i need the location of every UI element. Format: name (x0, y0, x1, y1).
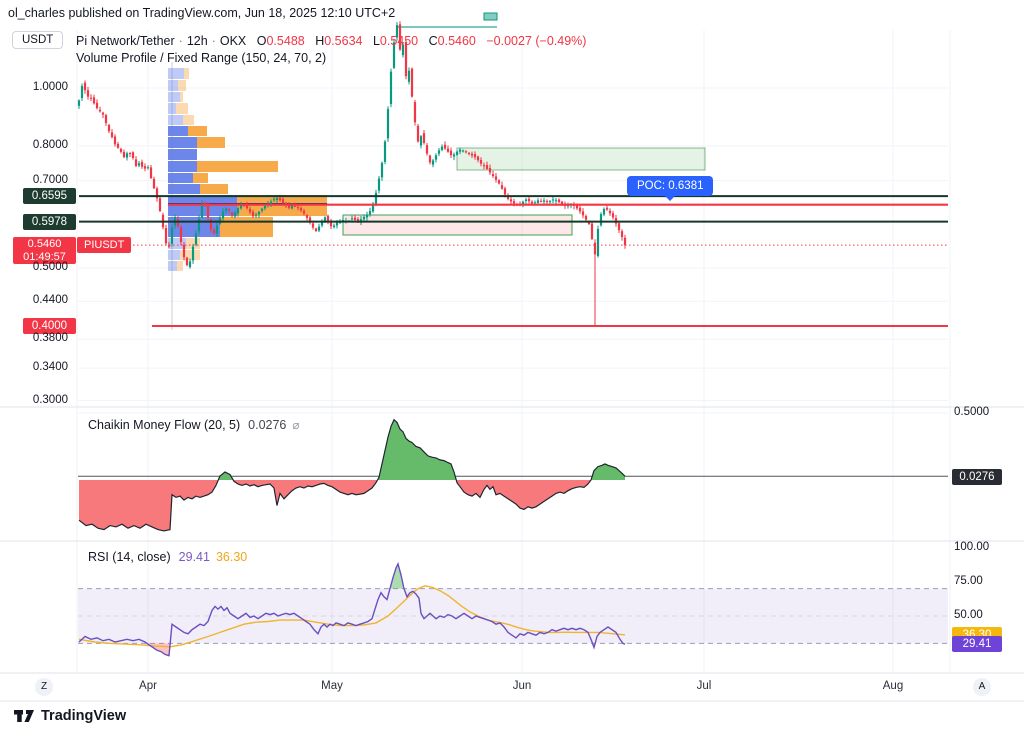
time-axis-month-label: May (321, 680, 343, 692)
low-label: L (372, 34, 380, 48)
rsi-value-badge: 29.41 (952, 636, 1002, 653)
change-value: −0.0027 (−0.49%) (486, 34, 587, 48)
spike-high-mark (483, 12, 498, 21)
rsi-scale-tick: 100.00 (954, 540, 990, 553)
close-label: C (428, 34, 438, 48)
open-label: O (256, 34, 267, 48)
currency-toggle-button[interactable]: USDT (12, 31, 64, 49)
interval-label: 12h (186, 34, 208, 48)
time-axis-month-label: Apr (139, 680, 157, 692)
low-value: 0.5450 (379, 34, 419, 48)
price-tick-label: 0.8000 (32, 138, 68, 151)
timeline-right-button[interactable]: A (973, 678, 991, 696)
support-price-badge: 0.5978 (23, 213, 76, 230)
candle-countdown: 01:49:57 (23, 251, 66, 264)
last-price-value: 0.5460 (27, 238, 62, 251)
tradingview-attribution[interactable]: TradingView (14, 707, 126, 725)
tradingview-logo-icon (14, 710, 34, 722)
cmf-value-badge: 0.0276 (952, 469, 1002, 485)
hidden-marker-icon: ⌀ (292, 418, 300, 432)
timeline-left-button[interactable]: Z (35, 678, 53, 696)
alert-price-badge: 0.4000 (23, 317, 76, 334)
demand-zone-box[interactable] (342, 214, 573, 236)
open-value: 0.5488 (266, 34, 305, 48)
exchange-label: OKX (219, 34, 247, 48)
grid (0, 30, 1024, 702)
last-price-badge: 0.5460 01:49:57 (13, 237, 76, 265)
rsi-ma-line (78, 585, 626, 648)
cmf-indicator-title[interactable]: Chaikin Money Flow (20, 5) 0.0276 ⌀ (88, 418, 300, 432)
cmf-scale-tick: 0.5000 (954, 406, 990, 418)
symbol-name: Pi Network/Tether (76, 34, 175, 48)
price-tick-label: 0.4400 (32, 294, 68, 307)
rsi-overbought-fill (391, 563, 403, 589)
rsi-scale-tick: 50.00 (954, 609, 983, 621)
price-tick-label: 0.3000 (32, 393, 68, 406)
high-label: H (315, 34, 325, 48)
publish-header: ol_charles published on TradingView.com,… (8, 6, 396, 20)
price-tick-label: 0.5000 (32, 261, 68, 274)
price-tick-label: 1.0000 (32, 81, 68, 93)
time-axis-month-label: Jun (512, 680, 532, 692)
supply-zone-box[interactable] (456, 147, 706, 171)
rsi-line (78, 561, 626, 657)
indicator-legend-volume-profile[interactable]: Volume Profile / Fixed Range (150, 24, 7… (76, 51, 327, 65)
time-axis-month-label: Aug (882, 680, 904, 692)
price-tick-label: 0.3400 (32, 361, 68, 374)
high-value: 0.5634 (324, 34, 363, 48)
rsi-ma-value: 36.30 (215, 550, 248, 564)
price-tick-label: 0.7000 (32, 173, 68, 186)
time-axis-month-label: Jul (696, 680, 712, 692)
poc-callout-label[interactable]: POC: 0.6381 (627, 175, 714, 201)
symbol-legend[interactable]: Pi Network/Tether · 12h · OKX O0.5488 H0.563… (76, 34, 587, 48)
close-value: 0.5460 (437, 34, 476, 48)
volume-profile-rows (168, 68, 327, 271)
price-tick-label: 0.3800 (32, 332, 68, 345)
cmf-negative-area (79, 480, 625, 531)
resistance-price-badge: 0.6595 (23, 188, 76, 205)
cmf-current-value: 0.0276 (248, 418, 287, 432)
rsi-current-value: 29.41 (178, 550, 210, 564)
rsi-indicator-title[interactable]: RSI (14, close) 29.41 36.30 (88, 550, 248, 564)
candlestick-series (77, 21, 627, 326)
symbol-price-line-badge: PIUSDT (77, 237, 132, 254)
tradingview-wordmark: TradingView (41, 708, 127, 724)
cmf-line (78, 418, 626, 532)
rsi-scale-tick: 75.00 (954, 574, 983, 587)
